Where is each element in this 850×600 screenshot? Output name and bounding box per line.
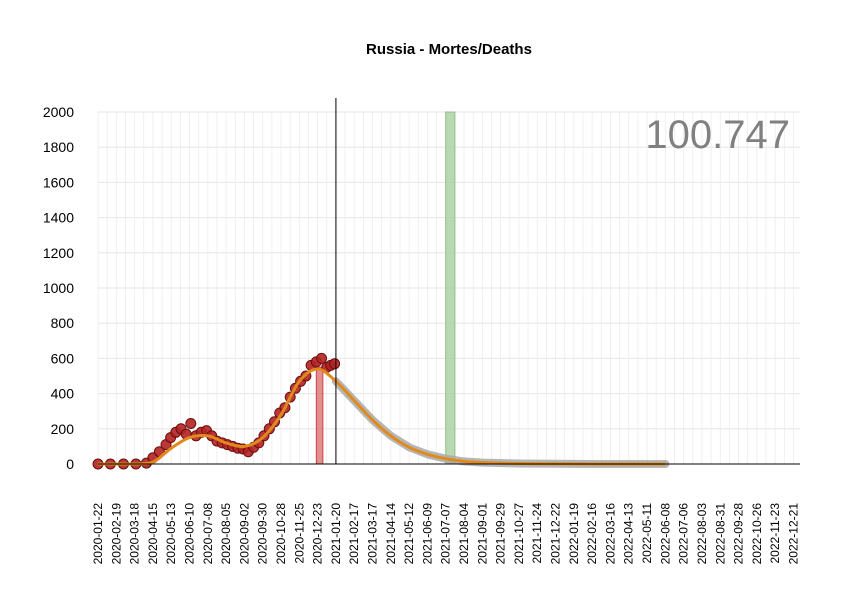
- x-tick-label: 2022-12-21: [787, 503, 801, 565]
- x-tick-label: 2022-10-26: [750, 503, 764, 565]
- axes: [98, 98, 800, 465]
- x-tick-label: 2021-01-20: [329, 503, 343, 565]
- x-tick-label: 2021-05-12: [402, 503, 416, 565]
- x-tick-label: 2022-08-03: [695, 503, 709, 565]
- y-tick-label: 0: [66, 456, 74, 472]
- x-tick-label: 2022-07-06: [677, 503, 691, 565]
- x-tick-label: 2021-02-17: [347, 503, 361, 565]
- x-tick-label: 2020-11-25: [292, 503, 306, 564]
- y-tick-label: 1400: [43, 210, 74, 226]
- fit-line: [97, 367, 666, 466]
- y-tick-label: 2000: [43, 104, 74, 120]
- x-tick-label: 2021-11-24: [530, 503, 544, 564]
- x-tick-label: 2020-07-08: [201, 503, 215, 565]
- y-tick-label: 1800: [43, 139, 74, 155]
- y-tick-label: 1600: [43, 174, 74, 190]
- x-tick-label: 2021-10-27: [512, 503, 526, 565]
- x-tick-label: 2020-06-10: [183, 503, 197, 565]
- x-tick-label: 2022-05-11: [640, 503, 654, 564]
- total-deaths-label: 100.747: [645, 113, 790, 157]
- x-tick-label: 2021-03-17: [366, 503, 380, 565]
- peak-band: [315, 366, 324, 465]
- x-tick-label: 2021-04-14: [384, 503, 398, 565]
- x-tick-label: 2022-04-13: [622, 503, 636, 565]
- y-tick-label: 400: [51, 386, 75, 402]
- chart-title: Russia - Mortes/Deaths: [366, 41, 532, 58]
- observed-point: [329, 358, 341, 370]
- y-tick-label: 800: [51, 315, 75, 331]
- x-tick-label: 2020-01-22: [91, 503, 105, 565]
- x-tick-label: 2020-12-23: [311, 503, 325, 565]
- x-tick-label: 2020-04-15: [146, 503, 160, 565]
- x-tick-label: 2021-07-07: [439, 503, 453, 565]
- x-tick-label: 2020-09-02: [237, 503, 251, 565]
- series: [92, 352, 670, 470]
- x-tick-label: 2022-06-08: [658, 503, 672, 565]
- x-tick-label: 2022-02-16: [585, 503, 599, 565]
- x-tick-label: 2020-02-19: [109, 503, 123, 565]
- observed-point: [185, 418, 197, 429]
- x-tick-label: 2020-09-30: [256, 503, 270, 565]
- x-tick-label: 2022-11-23: [768, 503, 782, 564]
- y-tick-label: 1200: [43, 245, 74, 261]
- x-axis-ticks: 2020-01-22 2020-02-19 2020-03-18 2020-04-15…: [91, 503, 801, 565]
- y-axis-ticks: 0 200 400 600 800 1000 1200 1400 1600 1800 2000: [43, 104, 74, 472]
- x-tick-label: 2022-08-31: [713, 503, 727, 565]
- x-tick-label: 2020-08-05: [219, 503, 233, 565]
- x-tick-label: 2021-09-01: [475, 503, 489, 565]
- observed-point: [316, 352, 327, 364]
- x-tick-label: 2020-10-28: [274, 503, 288, 565]
- x-tick-label: 2020-03-18: [128, 503, 142, 565]
- x-tick-label: 2022-03-16: [603, 503, 617, 565]
- x-tick-label: 2022-09-28: [732, 503, 746, 565]
- x-tick-label: 2021-08-04: [457, 503, 471, 565]
- y-tick-label: 200: [51, 421, 75, 437]
- x-tick-label: 2021-06-09: [420, 503, 434, 565]
- x-tick-label: 2022-01-19: [567, 503, 581, 565]
- x-tick-label: 2020-05-13: [164, 503, 178, 565]
- x-tick-label: 2021-12-22: [549, 503, 563, 565]
- x-tick-label: 2021-09-29: [494, 503, 508, 565]
- y-tick-label: 600: [51, 350, 75, 366]
- y-tick-label: 1000: [43, 280, 74, 296]
- projected-band: [445, 111, 456, 465]
